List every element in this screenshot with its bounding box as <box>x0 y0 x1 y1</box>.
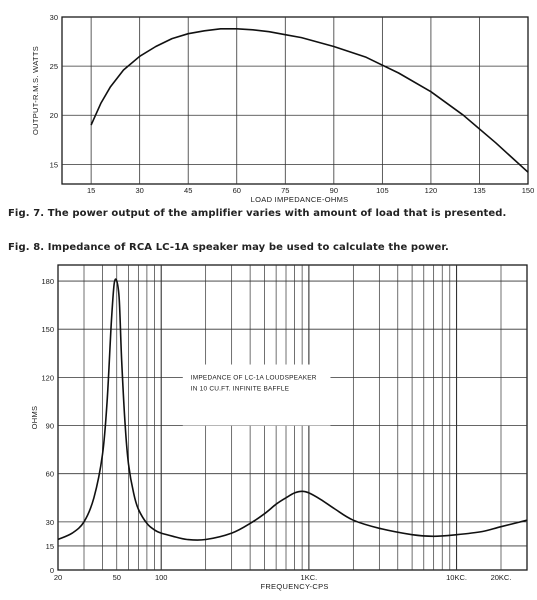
x-tick-label: 30 <box>135 186 143 195</box>
x-tick-label: 100 <box>155 573 168 582</box>
y-tick-label: 90 <box>46 422 54 431</box>
x-tick-label: 150 <box>522 186 535 195</box>
x-tick-label: 120 <box>425 186 438 195</box>
x-tick-label: 45 <box>184 186 192 195</box>
y-tick-label: 150 <box>41 325 54 334</box>
fig8-caption: Fig. 8. Impedance of RCA LC-1A speaker m… <box>8 242 449 253</box>
y-tick-label: 15 <box>46 542 54 551</box>
annotation-box <box>182 364 331 426</box>
y-tick-label: 20 <box>50 111 58 120</box>
y-tick-label: 25 <box>50 62 58 71</box>
x-axis-label: FREQUENCY-CPS <box>260 582 328 591</box>
power-curve <box>90 28 529 173</box>
x-tick-label: 20KC. <box>491 573 512 582</box>
x-tick-label: 1KC. <box>301 573 318 582</box>
x-tick-label: 105 <box>376 186 389 195</box>
x-tick-label: 50 <box>113 573 121 582</box>
y-axis-label: OUTPUT-R.M.S. WATTS <box>31 46 40 135</box>
x-tick-label: 15 <box>87 186 95 195</box>
y-tick-label: 180 <box>41 277 54 286</box>
plot-frame <box>61 16 529 185</box>
fig7-caption: Fig. 7. The power output of the amplifie… <box>8 208 507 219</box>
y-tick-label: 120 <box>41 373 54 382</box>
y-tick-label: 30 <box>50 13 58 22</box>
x-tick-label: 135 <box>473 186 486 195</box>
annotation-line: IMPEDANCE OF LC-1A LOUDSPEAKER <box>191 375 317 382</box>
y-axis-label: OHMS <box>30 406 39 430</box>
plot-frame <box>57 264 528 571</box>
y-tick-label: 60 <box>46 470 54 479</box>
power-output-chart: 15 30 45 60 75 90 105 120 135 150 15 20 25 30 LOAD IMP… <box>31 13 535 204</box>
impedance-curve <box>57 278 528 541</box>
x-tick-label: 75 <box>281 186 289 195</box>
y-tick-label: 15 <box>50 160 58 169</box>
x-tick-label: 10KC. <box>446 573 467 582</box>
annotation-line: IN 10 CU.FT. INFINITE BAFFLE <box>191 386 290 393</box>
x-tick-label: 60 <box>233 186 241 195</box>
x-tick-label: 20 <box>54 573 62 582</box>
x-axis-label: LOAD IMPEDANCE-OHMS <box>251 195 349 204</box>
y-tick-label: 0 <box>50 566 54 575</box>
y-tick-label: 30 <box>46 518 54 527</box>
x-tick-label: 90 <box>330 186 338 195</box>
